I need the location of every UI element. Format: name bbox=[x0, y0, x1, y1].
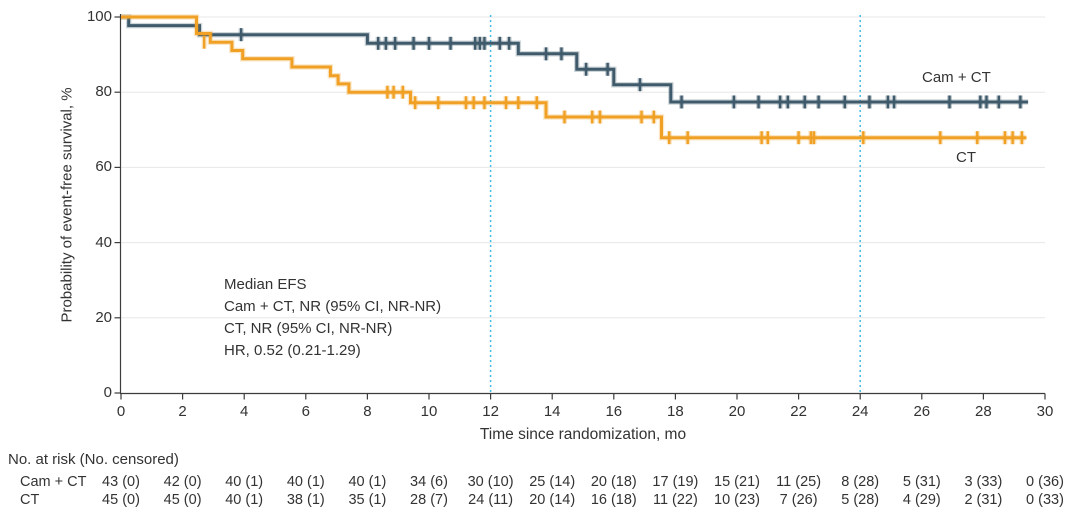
y-tick-label: 40 bbox=[95, 233, 112, 251]
x-tick-label: 10 bbox=[420, 403, 438, 420]
risk-value-cell: 40 (1) bbox=[348, 474, 387, 490]
km-curve-camct bbox=[121, 15, 1029, 104]
x-tick-label: 18 bbox=[667, 403, 684, 420]
risk-value-cell: 20 (18) bbox=[590, 474, 637, 490]
risk-value-cell: 24 (11) bbox=[468, 492, 514, 508]
risk-value-cell: 3 (33) bbox=[964, 474, 1003, 490]
risk-value-cell: 40 (1) bbox=[286, 474, 325, 490]
risk-value-cell: 11 (22) bbox=[652, 492, 698, 508]
risk-value-cell: 42 (0) bbox=[163, 474, 202, 490]
annotation-line-median-efs: Median EFS bbox=[224, 276, 307, 293]
y-tick-label: 20 bbox=[95, 308, 112, 326]
x-tick-label: 16 bbox=[605, 403, 623, 420]
risk-table-header: No. at risk (No. censored) bbox=[8, 451, 179, 468]
y-tick-label: 80 bbox=[95, 83, 112, 101]
risk-row-label-ct: CT bbox=[20, 492, 40, 508]
risk-value-cell: 45 (0) bbox=[102, 492, 140, 508]
risk-value-cell: 8 (28) bbox=[841, 474, 880, 490]
x-tick-label: 30 bbox=[1036, 403, 1054, 420]
x-tick-label: 2 bbox=[178, 403, 187, 420]
risk-value-cell: 40 (1) bbox=[225, 474, 264, 490]
risk-value-cell: 17 (19) bbox=[652, 474, 699, 490]
risk-value-cell: 20 (14) bbox=[529, 492, 576, 508]
x-tick-label: 28 bbox=[975, 403, 992, 420]
risk-value-cell: 30 (10) bbox=[467, 474, 514, 490]
risk-value-cell: 5 (31) bbox=[902, 474, 941, 490]
x-tick-label: 14 bbox=[543, 403, 561, 420]
risk-value-cell: 38 (1) bbox=[286, 492, 325, 508]
x-tick-label: 20 bbox=[728, 403, 746, 420]
risk-value-cell: 5 (28) bbox=[841, 492, 880, 508]
risk-value-cell: 16 (18) bbox=[590, 492, 637, 508]
x-tick-label: 24 bbox=[851, 403, 869, 420]
curve-label-camct: Cam + CT bbox=[922, 69, 991, 86]
risk-value-cell: 28 (7) bbox=[410, 492, 448, 508]
y-tick-label: 100 bbox=[86, 8, 112, 25]
annotation-line-hazard-ratio: HR, 0.52 (0.21-1.29) bbox=[224, 342, 361, 359]
risk-value-cell: 0 (33) bbox=[1026, 492, 1064, 508]
annotation-line-ct-ci: CT, NR (95% CI, NR-NR) bbox=[224, 320, 393, 337]
x-tick-label: 22 bbox=[790, 403, 807, 420]
risk-value-cell: 34 (6) bbox=[410, 474, 448, 490]
x-tick-label: 12 bbox=[482, 403, 499, 420]
y-axis-title: Probability of event-free survival, % bbox=[58, 87, 76, 323]
risk-value-cell: 43 (0) bbox=[102, 474, 140, 490]
risk-value-cell: 11 (25) bbox=[776, 474, 822, 490]
median-efs-annotation: Median EFS Cam + CT, NR (95% CI, NR-NR) … bbox=[224, 274, 441, 362]
x-tick-label: 4 bbox=[240, 403, 249, 420]
risk-row-label-camct: Cam + CT bbox=[20, 474, 87, 490]
risk-value-cell: 4 (29) bbox=[902, 492, 941, 508]
risk-value-cell: 15 (21) bbox=[714, 474, 760, 490]
x-tick-label: 6 bbox=[301, 403, 310, 420]
x-tick-label: 0 bbox=[116, 403, 126, 420]
x-axis-title: Time since randomization, mo bbox=[479, 426, 687, 443]
y-tick-label: 0 bbox=[103, 384, 112, 401]
risk-value-cell: 40 (1) bbox=[225, 492, 264, 508]
risk-value-cell: 35 (1) bbox=[348, 492, 387, 508]
x-tick-label: 26 bbox=[913, 403, 931, 420]
y-tick-label: 60 bbox=[95, 158, 112, 176]
risk-value-cell: 45 (0) bbox=[163, 492, 202, 508]
risk-value-cell: 25 (14) bbox=[529, 474, 576, 490]
annotation-line-camct-ci: Cam + CT, NR (95% CI, NR-NR) bbox=[224, 298, 442, 315]
curve-label-ct: CT bbox=[956, 149, 976, 166]
risk-value-cell: 2 (31) bbox=[964, 492, 1003, 508]
risk-value-cell: 0 (36) bbox=[1026, 474, 1064, 490]
km-curve-ct bbox=[121, 15, 1027, 140]
risk-value-cell: 10 (23) bbox=[714, 492, 760, 508]
x-tick-label: 8 bbox=[363, 403, 372, 420]
risk-value-cell: 7 (26) bbox=[779, 492, 818, 508]
